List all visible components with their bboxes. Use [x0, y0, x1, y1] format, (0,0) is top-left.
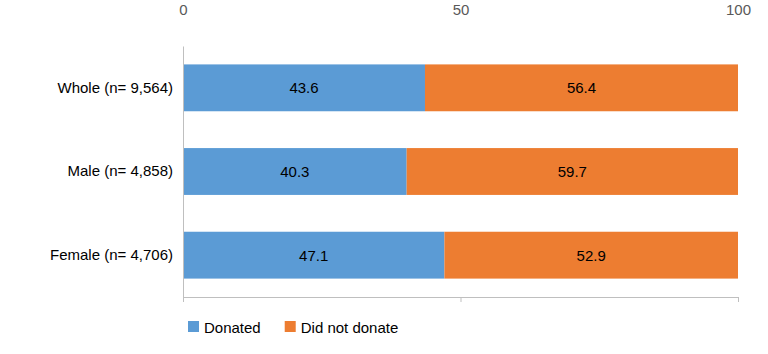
x-axis-labels: 0 50 100 [179, 1, 751, 18]
data-label: 40.3 [280, 163, 309, 180]
bars [183, 64, 738, 278]
legend-label: Did not donate [301, 319, 399, 336]
y-tick: Female (n= 4,706) [50, 246, 173, 263]
y-tick-label: Male (n= 4,858) [68, 162, 173, 179]
x-tick-mark [738, 297, 739, 302]
data-label: 56.4 [567, 79, 596, 96]
data-labels: 43.6 40.3 47.1 56.4 59.7 52.9 [280, 79, 606, 263]
x-tick: 0 [179, 1, 187, 18]
x-tick [461, 297, 462, 302]
legend: Donated Did not donate [188, 319, 398, 336]
bar-segment [183, 64, 425, 111]
x-tick [738, 297, 739, 302]
x-tick-label: 50 [453, 1, 470, 18]
x-tick: 100 [726, 1, 751, 18]
chart: 43.6 40.3 47.1 56.4 59.7 52.9 0 50 100 Whole (n= … [0, 0, 768, 354]
legend-swatch [285, 321, 296, 332]
x-tick-label: 100 [726, 1, 751, 18]
legend-swatch [188, 321, 199, 332]
y-tick: Whole (n= 9,564) [58, 79, 173, 96]
legend-item: Did not donate [285, 319, 399, 336]
data-label: 59.7 [558, 163, 587, 180]
x-axis [184, 297, 739, 302]
bar-segment [183, 148, 407, 195]
data-label: 43.6 [289, 79, 318, 96]
legend-label: Donated [204, 319, 261, 336]
bar-segment [183, 232, 444, 279]
x-tick-mark [461, 297, 462, 302]
x-tick-mark [183, 297, 184, 302]
y-tick-label: Whole (n= 9,564) [58, 79, 173, 96]
bar-segment [425, 64, 738, 111]
data-label: 52.9 [577, 247, 606, 264]
bar-segment [407, 148, 738, 195]
bar-segment [444, 232, 738, 279]
data-label: 47.1 [299, 247, 328, 264]
y-tick-label: Female (n= 4,706) [50, 246, 173, 263]
x-tick [183, 297, 184, 302]
x-tick-label: 0 [179, 1, 187, 18]
legend-item: Donated [188, 319, 261, 336]
y-axis-line [183, 47, 184, 298]
y-tick: Male (n= 4,858) [68, 162, 173, 179]
y-axis: Whole (n= 9,564) Male (n= 4,858) Female (n… [50, 47, 183, 298]
x-tick: 50 [453, 1, 470, 18]
